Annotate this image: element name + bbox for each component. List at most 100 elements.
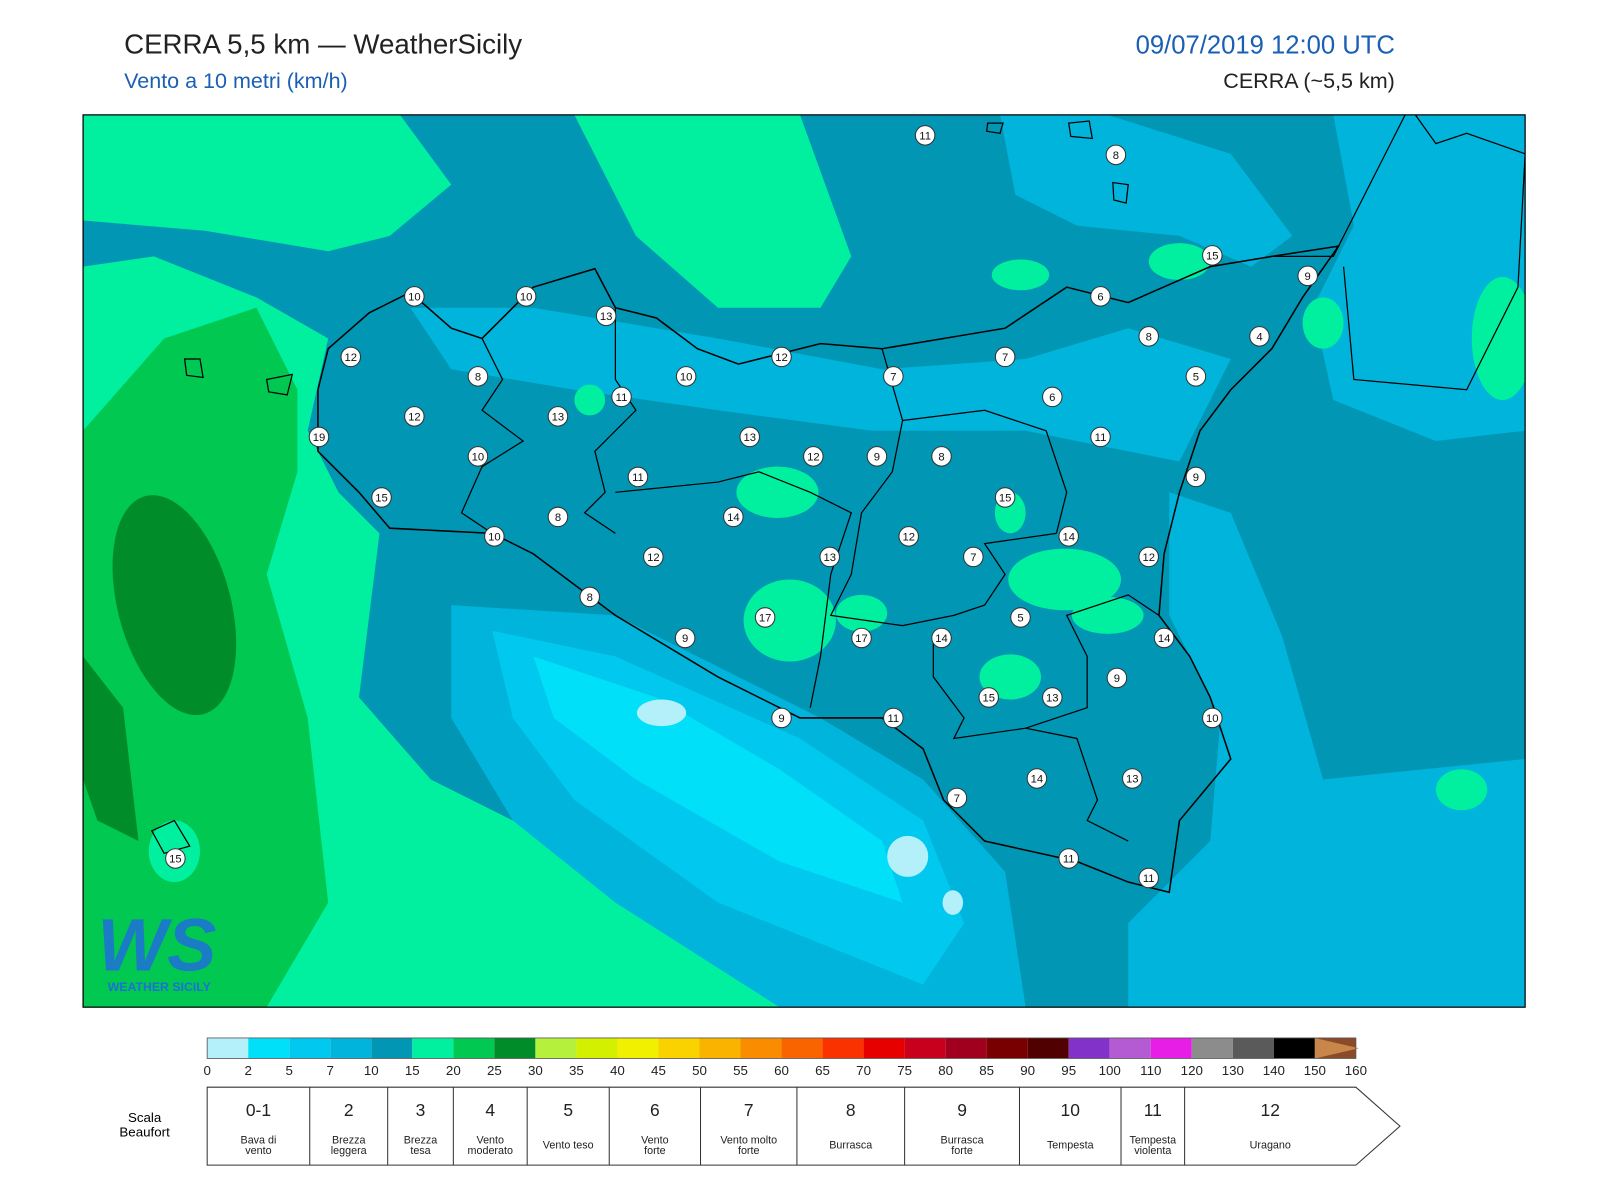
beaufort-description: Vento teso [543, 1140, 594, 1152]
station-marker [1090, 286, 1111, 307]
station-value: 14 [1158, 633, 1171, 645]
station-value: 5 [1193, 372, 1199, 384]
colorbar-tick: 7 [327, 1063, 334, 1078]
colorbar-tick: 50 [692, 1063, 707, 1078]
station-marker [739, 426, 760, 448]
station-value: 10 [472, 452, 485, 464]
station-marker [1138, 867, 1159, 889]
station-value: 6 [1049, 392, 1055, 404]
station-marker [978, 687, 999, 708]
color-swatch [740, 1037, 782, 1059]
station-marker [404, 406, 425, 427]
islands [150, 120, 1129, 855]
colorbar-tick: 90 [1020, 1063, 1035, 1078]
logo: WS WEATHER SICILY [97, 903, 216, 994]
station-marker [1026, 768, 1048, 789]
station-value: 11 [632, 472, 644, 484]
color-swatch [1232, 1037, 1274, 1059]
station-value: 14 [727, 512, 740, 524]
station-value: 9 [874, 452, 880, 464]
station-value: 7 [970, 552, 976, 564]
colorbar-tick: 80 [938, 1063, 953, 1078]
station-marker [803, 446, 824, 467]
station-value: 4 [1256, 332, 1262, 344]
color-arrow [1314, 1037, 1359, 1059]
station-marker [579, 586, 600, 608]
beaufort-description: Tempesta [1130, 1135, 1177, 1147]
station-marker [1202, 245, 1223, 266]
colorbar-tick: 60 [774, 1063, 789, 1078]
colorbar-frame [206, 1037, 1357, 1059]
beaufort-force: 0-1 [246, 1100, 271, 1120]
station-value: 15 [982, 693, 995, 705]
station-marker [404, 286, 425, 307]
station-value: 15 [375, 493, 388, 505]
station-value: 5 [1017, 613, 1023, 625]
station-marker [914, 125, 936, 146]
station-value: 9 [1114, 673, 1120, 685]
station-marker [675, 366, 697, 387]
station-marker [1138, 546, 1159, 568]
beaufort-description: Tempesta [1047, 1140, 1094, 1152]
station-marker [1106, 667, 1128, 689]
colorbar-tick: 40 [610, 1063, 625, 1078]
station-marker [931, 627, 952, 649]
colorbar-tick: 45 [651, 1063, 666, 1078]
beaufort-force: 10 [1061, 1100, 1081, 1120]
color-swatch [945, 1037, 987, 1059]
logo-name: WEATHER SICILY [108, 980, 211, 994]
sicily-coast [317, 245, 1341, 894]
beaufort-label: Scala [128, 1110, 162, 1125]
station-marker [883, 366, 904, 387]
colorbar-tick: 120 [1181, 1063, 1203, 1078]
color-swatch [576, 1037, 618, 1059]
station-value: 8 [938, 452, 944, 464]
station-marker [1042, 386, 1063, 408]
station-marker [674, 627, 696, 649]
beaufort-force: 6 [650, 1100, 660, 1120]
station-value: 12 [807, 452, 820, 464]
beaufort-force: 7 [744, 1100, 754, 1120]
station-value: 11 [1063, 854, 1075, 866]
station-marker [467, 366, 489, 387]
station-marker [308, 426, 330, 448]
station-value: 13 [1126, 774, 1139, 786]
map-frame [82, 114, 1526, 1008]
station-value: 9 [778, 713, 784, 725]
color-swatch [781, 1037, 823, 1059]
station-marker [595, 305, 617, 327]
station-marker [484, 526, 505, 547]
station-marker [371, 487, 392, 508]
beaufort-force: 4 [485, 1100, 495, 1120]
colorbar-tick: 85 [979, 1063, 994, 1078]
beaufort-description: leggera [331, 1145, 367, 1157]
beaufort-description: forte [738, 1145, 760, 1157]
station-value: 15 [169, 854, 182, 866]
station-marker [946, 787, 968, 809]
station-marker [643, 546, 664, 568]
beaufort-description: Vento [477, 1135, 505, 1147]
beaufort-force: 12 [1261, 1100, 1280, 1120]
date: 09/07/2019 12:00 UTC [1136, 31, 1395, 59]
color-swatch [1027, 1037, 1069, 1059]
station-value: 12 [647, 552, 660, 564]
station-value: 10 [520, 292, 533, 304]
station-value: 9 [1193, 472, 1199, 484]
station-marker [1249, 326, 1270, 347]
colorbar-tick: 65 [815, 1063, 830, 1078]
color-swatch [207, 1037, 249, 1059]
station-marker [1185, 366, 1207, 387]
station-value: 12 [902, 532, 915, 544]
station-marker [771, 707, 792, 729]
station-value: 14 [1031, 774, 1044, 786]
station-marker [723, 506, 744, 528]
station-marker [994, 346, 1016, 368]
colorbar-tick: 20 [446, 1063, 461, 1078]
station-value: 10 [488, 532, 501, 544]
station-marker [611, 386, 632, 408]
color-swatch [535, 1037, 577, 1059]
station-marker [754, 607, 776, 628]
station-value: 10 [1206, 713, 1219, 725]
